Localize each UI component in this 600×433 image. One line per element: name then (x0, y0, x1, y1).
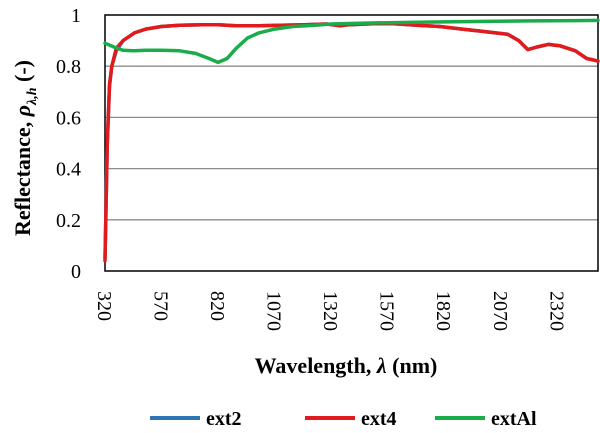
x-tick-label: 820 (206, 291, 228, 321)
y-tick-label: 0.8 (56, 56, 81, 78)
legend: ext2 ext4 extAl (150, 408, 537, 430)
x-tick-label: 1320 (319, 291, 341, 331)
y-axis-title: Reflectance, ρλ,h (-) (10, 60, 40, 236)
y-tick-labels: 0 0.2 0.4 0.6 0.8 1 (56, 5, 81, 283)
series-line-ext2 (103, 21, 600, 260)
x-tick-labels: 320 570 820 1070 1320 1570 1820 2070 2320 (93, 291, 567, 331)
y-tick-label: 1 (71, 5, 81, 27)
x-tick-label: 320 (93, 291, 115, 321)
y-tick-label: 0.6 (56, 107, 81, 129)
x-tick-label: 1570 (376, 291, 398, 331)
x-tick-label: 2070 (489, 291, 511, 331)
x-tick-label: 570 (150, 291, 172, 321)
plot-area-frame (104, 14, 599, 272)
y-tick-label: 0.4 (56, 159, 81, 181)
legend-label-ext4: ext4 (361, 408, 397, 430)
series-line-ext4 (103, 21, 600, 263)
legend-label-extAl: extAl (491, 408, 537, 430)
series-layer (103, 18, 600, 263)
y-tick-label: 0 (71, 261, 81, 283)
x-tick-label: 1070 (263, 291, 285, 331)
legend-label-ext2: ext2 (206, 408, 242, 430)
y-tick-label: 0.2 (56, 210, 81, 232)
x-axis-title: Wavelength, λ (nm) (255, 353, 438, 378)
x-tick-label: 1820 (432, 291, 454, 331)
series-line-extAl (103, 18, 600, 65)
x-tick-label: 2320 (545, 291, 567, 331)
grid-lines (105, 65, 598, 221)
